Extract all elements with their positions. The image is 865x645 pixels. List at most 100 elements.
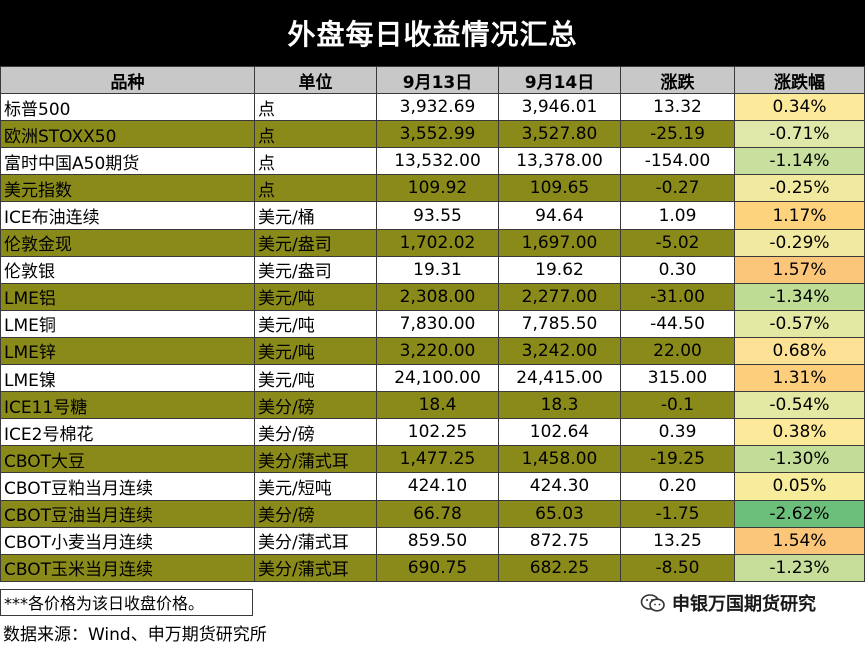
cell-unit: 点 <box>254 174 377 203</box>
table-row: LME铜 美元/吨 7,830.00 7,785.50 -44.50 -0.57% <box>0 309 865 338</box>
cell-price-13: 1,702.02 <box>376 228 499 257</box>
cell-price-14: 94.64 <box>498 201 621 230</box>
table-row: CBOT大豆 美分/蒲式耳 1,477.25 1,458.00 -19.25 -1.30% <box>0 445 865 474</box>
cell-variety: LME锌 <box>0 336 255 366</box>
table-row: CBOT豆粕当月连续 美元/短吨 424.10 424.30 0.20 0.05% <box>0 472 865 501</box>
cell-change: 0.20 <box>620 472 735 501</box>
cell-price-14: 65.03 <box>498 499 621 528</box>
cell-variety: ICE布油连续 <box>0 201 255 230</box>
cell-price-13: 3,932.69 <box>376 93 499 122</box>
cell-price-13: 7,830.00 <box>376 309 499 338</box>
cell-price-14: 424.30 <box>498 472 621 501</box>
cell-change-pct: 1.31% <box>734 364 865 393</box>
cell-price-13: 109.92 <box>376 174 499 203</box>
cell-variety: CBOT玉米当月连续 <box>0 553 255 582</box>
header-date-2: 9月14日 <box>498 65 621 95</box>
header-unit: 单位 <box>254 65 377 95</box>
cell-change: -31.00 <box>620 282 735 311</box>
cell-variety: 美元指数 <box>0 174 255 203</box>
header-date-1: 9月13日 <box>376 65 499 95</box>
cell-unit: 美元/吨 <box>254 282 377 311</box>
table-row: CBOT豆油当月连续 美分/磅 66.78 65.03 -1.75 -2.62% <box>0 499 865 528</box>
table-title: 外盘每日收益情况汇总 <box>0 0 865 66</box>
cell-price-13: 424.10 <box>376 472 499 501</box>
cell-variety: CBOT豆油当月连续 <box>0 499 255 528</box>
cell-change-pct: 0.05% <box>734 472 865 501</box>
cell-variety: 富时中国A50期货 <box>0 147 255 176</box>
cell-change: 13.32 <box>620 93 735 122</box>
cell-price-14: 3,946.01 <box>498 93 621 122</box>
table-row: 伦敦金现 美元/盎司 1,702.02 1,697.00 -5.02 -0.29% <box>0 228 865 257</box>
table-row: ICE2号棉花 美分/磅 102.25 102.64 0.39 0.38% <box>0 418 865 447</box>
cell-change-pct: 0.38% <box>734 418 865 447</box>
cell-price-14: 872.75 <box>498 526 621 555</box>
table-row: CBOT玉米当月连续 美分/蒲式耳 690.75 682.25 -8.50 -1.23% <box>0 553 865 582</box>
cell-variety: CBOT大豆 <box>0 445 255 474</box>
cell-change: -44.50 <box>620 309 735 338</box>
header-change-pct: 涨跌幅 <box>734 65 865 95</box>
cell-unit: 点 <box>254 147 377 176</box>
cell-unit: 美元/短吨 <box>254 472 377 501</box>
cell-change: 315.00 <box>620 364 735 393</box>
header-change: 涨跌 <box>620 65 735 95</box>
cell-variety: 欧洲STOXX50 <box>0 120 255 149</box>
returns-table: 品种 单位 9月13日 9月14日 涨跌 涨跌幅 标普500 点 3,932.69 3… <box>0 65 865 582</box>
cell-price-14: 19.62 <box>498 255 621 284</box>
cell-unit: 美分/磅 <box>254 391 377 420</box>
cell-unit: 美元/盎司 <box>254 255 377 284</box>
cell-price-14: 24,415.00 <box>498 364 621 393</box>
cell-variety: CBOT小麦当月连续 <box>0 526 255 555</box>
cell-change: -25.19 <box>620 120 735 149</box>
cell-change: 0.39 <box>620 418 735 447</box>
table-row: ICE11号糖 美分/磅 18.4 18.3 -0.1 -0.54% <box>0 391 865 420</box>
cell-variety: 伦敦金现 <box>0 228 255 257</box>
cell-change-pct: -1.30% <box>734 445 865 474</box>
cell-unit: 美分/蒲式耳 <box>254 445 377 474</box>
table-row: 伦敦银 美元/盎司 19.31 19.62 0.30 1.57% <box>0 255 865 284</box>
price-note: ***各价格为该日收盘价格。 <box>0 589 253 616</box>
cell-unit: 美元/盎司 <box>254 228 377 257</box>
cell-variety: 伦敦银 <box>0 255 255 284</box>
cell-unit: 美分/蒲式耳 <box>254 553 377 582</box>
cell-variety: LME铝 <box>0 282 255 311</box>
brand-text: 申银万国期货研究 <box>672 594 816 615</box>
cell-price-14: 13,378.00 <box>498 147 621 176</box>
cell-change: 1.09 <box>620 201 735 230</box>
cell-price-13: 3,552.99 <box>376 120 499 149</box>
cell-price-13: 93.55 <box>376 201 499 230</box>
table-row: ICE布油连续 美元/桶 93.55 94.64 1.09 1.17% <box>0 201 865 230</box>
cell-price-14: 7,785.50 <box>498 309 621 338</box>
header-variety: 品种 <box>0 65 255 95</box>
cell-price-14: 1,458.00 <box>498 445 621 474</box>
cell-price-13: 2,308.00 <box>376 282 499 311</box>
cell-variety: ICE2号棉花 <box>0 418 255 447</box>
cell-variety: LME铜 <box>0 309 255 338</box>
cell-change-pct: -1.14% <box>734 147 865 176</box>
table-row: LME镍 美元/吨 24,100.00 24,415.00 315.00 1.31% <box>0 364 865 393</box>
cell-variety: CBOT豆粕当月连续 <box>0 472 255 501</box>
cell-change-pct: -2.62% <box>734 499 865 528</box>
cell-price-13: 859.50 <box>376 526 499 555</box>
cell-change-pct: -0.71% <box>734 120 865 149</box>
cell-change-pct: -0.29% <box>734 228 865 257</box>
cell-price-13: 102.25 <box>376 418 499 447</box>
cell-variety: ICE11号糖 <box>0 391 255 420</box>
cell-unit: 点 <box>254 120 377 149</box>
table-row: 富时中国A50期货点 13,532.00 13,378.00 -154.00 -1.14… <box>0 147 865 176</box>
table-row: CBOT小麦当月连续 美分/蒲式耳 859.50 872.75 13.25 1.54% <box>0 526 865 555</box>
footer-row: ***各价格为该日收盘价格。 申银万国期货研究 <box>0 589 864 617</box>
cell-price-13: 13,532.00 <box>376 147 499 176</box>
cell-unit: 美元/吨 <box>254 364 377 393</box>
wechat-icon <box>640 594 665 612</box>
cell-variety: LME镍 <box>0 364 255 393</box>
cell-unit: 美元/吨 <box>254 336 377 366</box>
brand-watermark: 申银万国期货研究 <box>640 589 816 617</box>
cell-price-14: 1,697.00 <box>498 228 621 257</box>
header-row: 品种 单位 9月13日 9月14日 涨跌 涨跌幅 <box>0 65 865 95</box>
cell-unit: 美分/磅 <box>254 499 377 528</box>
cell-unit: 美元/吨 <box>254 309 377 338</box>
cell-change-pct: 0.68% <box>734 336 865 366</box>
cell-price-14: 18.3 <box>498 391 621 420</box>
cell-unit: 美分/蒲式耳 <box>254 526 377 555</box>
cell-change-pct: -0.25% <box>734 174 865 203</box>
